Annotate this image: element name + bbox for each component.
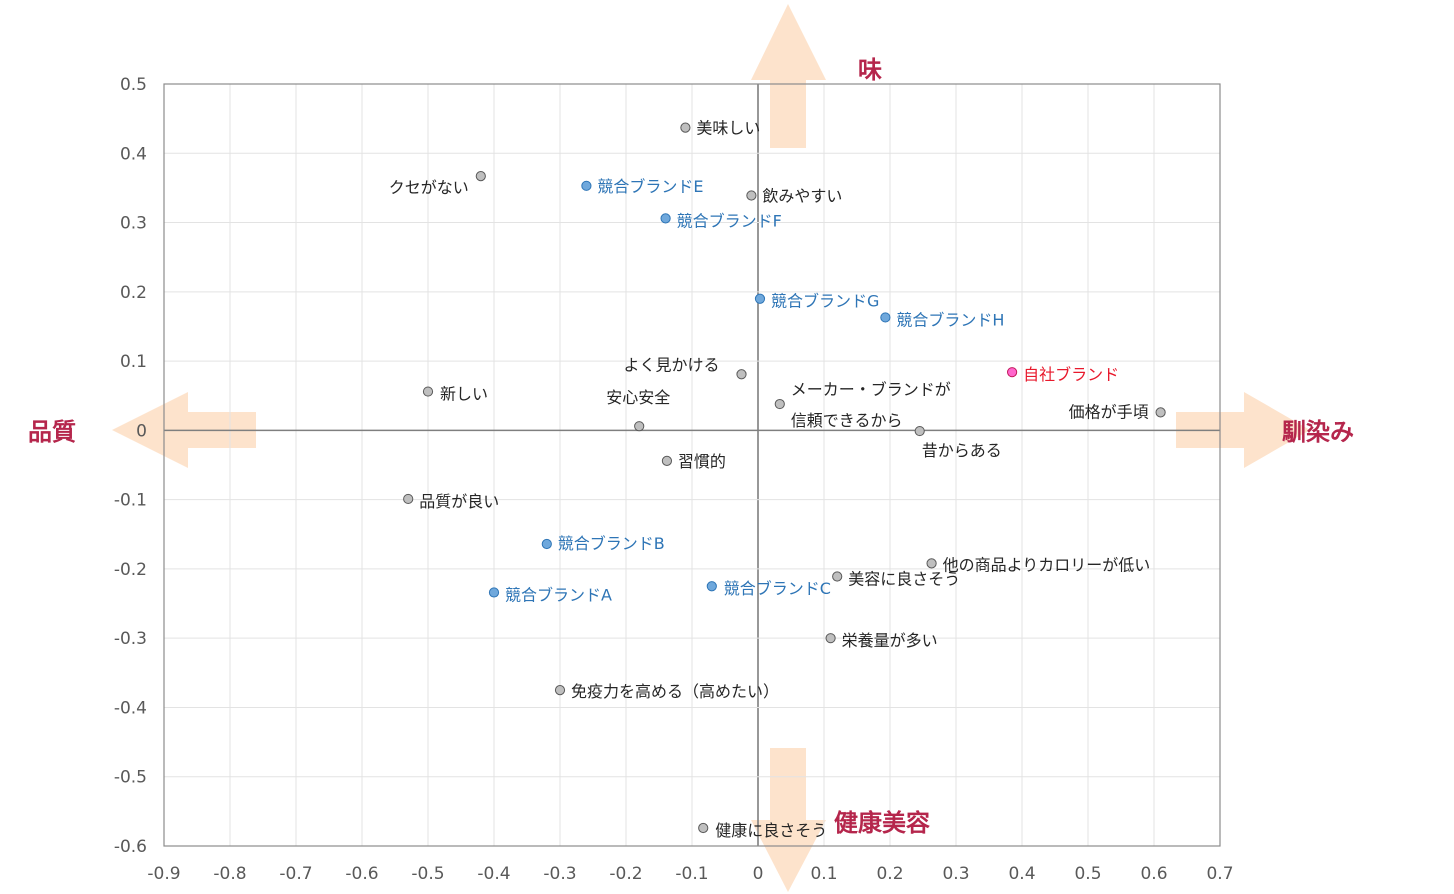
data-label: クセがない [389, 178, 469, 197]
y-tick-label: -0.5 [114, 768, 147, 788]
x-tick-label: 0.5 [1074, 864, 1101, 884]
data-label: 美容に良さそう [848, 570, 960, 589]
x-tick-label: -0.2 [609, 864, 642, 884]
data-label: 品質が良い [419, 492, 499, 511]
data-label: 栄養量が多い [842, 631, 938, 650]
plot-border [163, 83, 1221, 847]
axis-title-left: 品質 [28, 418, 76, 446]
data-label: メーカー・ブランドが [791, 380, 951, 399]
competitor-point [660, 213, 671, 224]
data-label: 飲みやすい [762, 187, 842, 206]
y-tick-label: 0.4 [120, 144, 147, 164]
x-tick-label: -0.5 [411, 864, 444, 884]
x-tick-label: -0.7 [279, 864, 312, 884]
competitor-point [706, 581, 717, 592]
axis-title-bottom: 健康美容 [834, 809, 930, 837]
x-tick-label: -0.3 [543, 864, 576, 884]
x-tick-label: 0.2 [876, 864, 903, 884]
data-label: 価格が手頃 [1069, 402, 1149, 421]
x-tick-label: 0.4 [1008, 864, 1035, 884]
y-tick-label: 0.2 [120, 283, 147, 303]
x-tick-label: 0.7 [1206, 864, 1233, 884]
x-tick-label: -0.8 [213, 864, 246, 884]
data-label: 競合ブランドG [771, 292, 879, 311]
data-label: 競合ブランドE [597, 177, 703, 196]
data-label: 競合ブランドC [724, 579, 831, 598]
x-tick-label: 0.1 [810, 864, 837, 884]
y-tick-label: -0.4 [114, 698, 147, 718]
x-tick-label: -0.1 [675, 864, 708, 884]
data-label: 安心安全 [606, 388, 670, 407]
data-label: 昔からある [922, 441, 1002, 460]
data-label: 習慣的 [678, 452, 726, 471]
x-tick-label: 0.6 [1140, 864, 1167, 884]
attribute-point [698, 822, 709, 834]
gridlines [163, 83, 1221, 847]
attribute-point [914, 425, 925, 437]
x-tick-label: 0.3 [942, 864, 969, 884]
x-tick-label: -0.4 [477, 864, 510, 884]
attribute-point [680, 122, 691, 133]
data-label: 他の商品よりカロリーが低い [943, 555, 1151, 574]
data-label: 競合ブランドB [558, 534, 665, 553]
x-tick-label: -0.6 [345, 864, 378, 884]
x-tick-label: -0.9 [147, 864, 180, 884]
data-label: 信頼できるから [791, 411, 903, 430]
y-tick-label: -0.3 [114, 629, 147, 649]
y-tick-label: 0 [136, 421, 147, 441]
data-label: 健康に良さそう [715, 821, 827, 840]
data-label: 美味しい [696, 119, 760, 138]
arrow-up [751, 4, 826, 148]
arrow-down [751, 748, 826, 892]
attribute-point [736, 369, 747, 380]
competitor-point [754, 293, 766, 304]
axis-title-right: 馴染み [1282, 418, 1354, 446]
data-label: 新しい [440, 385, 488, 404]
tick-labels: -0.9 -0.8 -0.7 -0.6 -0.5 -0.4 -0.3 -0.2 -0.1 0 0.1… [114, 75, 1234, 884]
attribute-point [403, 493, 414, 505]
competitor-point [541, 538, 552, 550]
data-label: 自社ブランド [1023, 365, 1119, 384]
data-label: 競合ブランドF [677, 211, 782, 230]
y-tick-label: 0.3 [120, 214, 147, 234]
attribute-point [661, 455, 673, 466]
data-label: 競合ブランドH [896, 310, 1004, 329]
data-label: 免疫力を高める（高めたい） [571, 682, 779, 701]
competitor-point [581, 180, 592, 191]
attribute-point [554, 685, 566, 696]
competitor-point [488, 587, 500, 598]
y-tick-label: 0.1 [120, 352, 147, 372]
attribute-point [774, 398, 785, 410]
data-label: 競合ブランドA [505, 585, 612, 604]
data-label: よく見かける [623, 355, 719, 374]
attribute-point [746, 190, 757, 201]
attribute-point [926, 558, 937, 569]
attribute-point [634, 421, 645, 432]
arrow-right [1176, 392, 1310, 468]
attribute-point [422, 386, 434, 397]
y-tick-label: -0.1 [114, 491, 147, 511]
attribute-point [832, 571, 843, 582]
own-point [1007, 367, 1018, 378]
competitor-point [880, 312, 891, 323]
y-tick-label: 0.5 [120, 75, 147, 95]
x-tick-label: 0 [753, 864, 764, 884]
axis-title-top: 味 [858, 56, 882, 84]
attribute-point [475, 171, 486, 182]
attribute-point [825, 633, 836, 644]
attribute-point [1155, 407, 1166, 418]
y-tick-label: -0.6 [114, 837, 147, 857]
y-tick-label: -0.2 [114, 560, 147, 580]
